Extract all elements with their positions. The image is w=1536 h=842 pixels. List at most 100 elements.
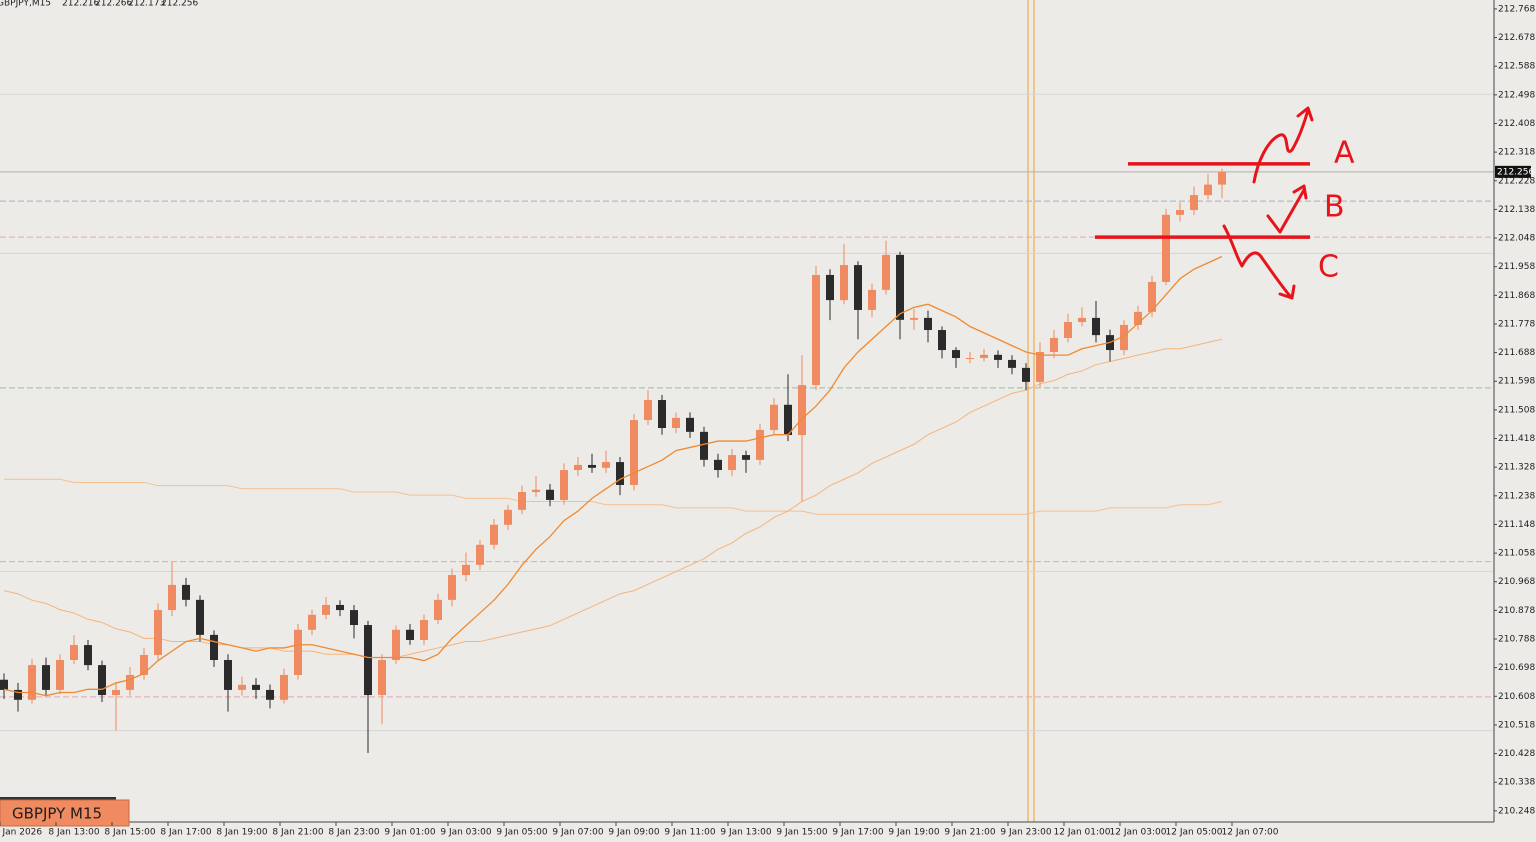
y-tick-label: 210.428 (1498, 749, 1535, 759)
candle-body (1148, 281, 1156, 312)
symbol-header: GBPJPY,M15 (0, 0, 51, 9)
candle-body (322, 604, 330, 615)
candle-body (420, 619, 428, 640)
candle-body (28, 665, 36, 700)
candle-body (1036, 351, 1044, 382)
candle-body (1176, 210, 1184, 215)
y-tick-label: 212.048 (1498, 234, 1535, 244)
x-tick-label: 12 Jan 07:00 (1222, 828, 1279, 838)
candle-body (196, 599, 204, 635)
candle-body (1190, 195, 1198, 211)
candle-body (182, 584, 190, 600)
candle-body (1218, 171, 1226, 185)
x-tick-label: 8 Jan 15:00 (104, 828, 156, 838)
candle-body (378, 660, 386, 696)
candle-body (840, 265, 848, 301)
x-tick-label: 9 Jan 17:00 (832, 828, 884, 838)
x-tick-label: 9 Jan 13:00 (720, 828, 772, 838)
y-tick-label: 211.148 (1498, 520, 1535, 530)
y-tick-label: 210.248 (1498, 806, 1535, 816)
candle-body (588, 464, 596, 468)
y-tick-label: 211.958 (1498, 262, 1535, 272)
y-tick-label: 212.588 (1498, 62, 1535, 72)
candle-body (938, 330, 946, 351)
annotation-letter: C (1318, 250, 1339, 285)
candle-body (546, 489, 554, 500)
moving-average (3, 338, 1223, 658)
candle-body (252, 684, 260, 690)
y-tick-label: 211.058 (1498, 549, 1535, 559)
candle-body (168, 584, 176, 611)
ohlc-value: 212.216 (62, 0, 99, 9)
symbol-box (0, 799, 130, 827)
candle-body (686, 417, 694, 432)
candle-body (714, 459, 722, 471)
candle-body (126, 674, 134, 690)
candle-body (336, 604, 344, 611)
candle-body (434, 599, 442, 620)
x-tick-label: 12 Jan 05:00 (1166, 828, 1223, 838)
arrow-b (1266, 184, 1308, 234)
arrow-a (1252, 106, 1314, 184)
candle-body (56, 660, 64, 690)
y-tick-label: 212.228 (1498, 176, 1535, 186)
x-tick-label: 9 Jan 03:00 (440, 828, 492, 838)
y-tick-label: 210.788 (1498, 635, 1535, 645)
x-tick-label: 9 Jan 07:00 (552, 828, 604, 838)
y-tick-label: 211.778 (1498, 319, 1535, 329)
candle-body (560, 470, 568, 500)
candle-body (882, 254, 890, 290)
x-tick-label: 8 Jan 23:00 (328, 828, 380, 838)
candle-body (742, 455, 750, 460)
candle-body (672, 417, 680, 429)
x-tick-label: 9 Jan 23:00 (1000, 828, 1052, 838)
y-tick-label: 211.688 (1498, 348, 1535, 358)
y-tick-label: 212.678 (1498, 33, 1535, 43)
y-tick-label: 211.508 (1498, 405, 1535, 415)
candle-body (518, 491, 526, 510)
candle-body (294, 629, 302, 675)
y-tick-label: 212.768 (1498, 4, 1535, 14)
candle-body (630, 420, 638, 485)
candle-body (448, 575, 456, 600)
x-tick-label: 8 Jan 21:00 (272, 828, 324, 838)
candle-body (224, 660, 232, 690)
candle-body (994, 354, 1002, 360)
candle-body (70, 645, 78, 661)
candle-body (980, 354, 988, 359)
y-tick-label: 212.408 (1498, 119, 1535, 129)
moving-average (4, 478, 1223, 515)
x-tick-label: 9 Jan 09:00 (608, 828, 660, 838)
y-tick-label: 210.608 (1498, 692, 1535, 702)
candle-body (140, 654, 148, 675)
candle-body (504, 509, 512, 525)
candle-body (1078, 317, 1086, 323)
candle-body (1022, 367, 1030, 382)
y-tick-label: 210.968 (1498, 577, 1535, 587)
candle-body (1204, 184, 1212, 196)
plot-layer (0, 93, 1494, 753)
y-tick-label: 211.328 (1498, 463, 1535, 473)
candle-body (266, 689, 274, 700)
candle-body (476, 544, 484, 565)
x-tick-label: 8 Jan 19:00 (216, 828, 268, 838)
x-tick-label: 9 Jan 11:00 (664, 828, 716, 838)
candle-body (952, 350, 960, 359)
x-tick-label: 8 Jan 17:00 (160, 828, 212, 838)
candle-body (798, 385, 806, 436)
candle-body (616, 462, 624, 485)
candle-body (1092, 317, 1100, 336)
candle-body (910, 317, 918, 320)
candle-body (210, 634, 218, 661)
hand-drawn-arrows (1222, 106, 1314, 300)
candle-body (1120, 324, 1128, 351)
candle-body (812, 274, 820, 386)
x-tick-label: 12 Jan 03:00 (1110, 828, 1167, 838)
candle-body (532, 489, 540, 492)
x-tick-label: 9 Jan 05:00 (496, 828, 548, 838)
candle-body (406, 629, 414, 640)
candle-body (154, 610, 162, 655)
candle-body (1008, 359, 1016, 368)
